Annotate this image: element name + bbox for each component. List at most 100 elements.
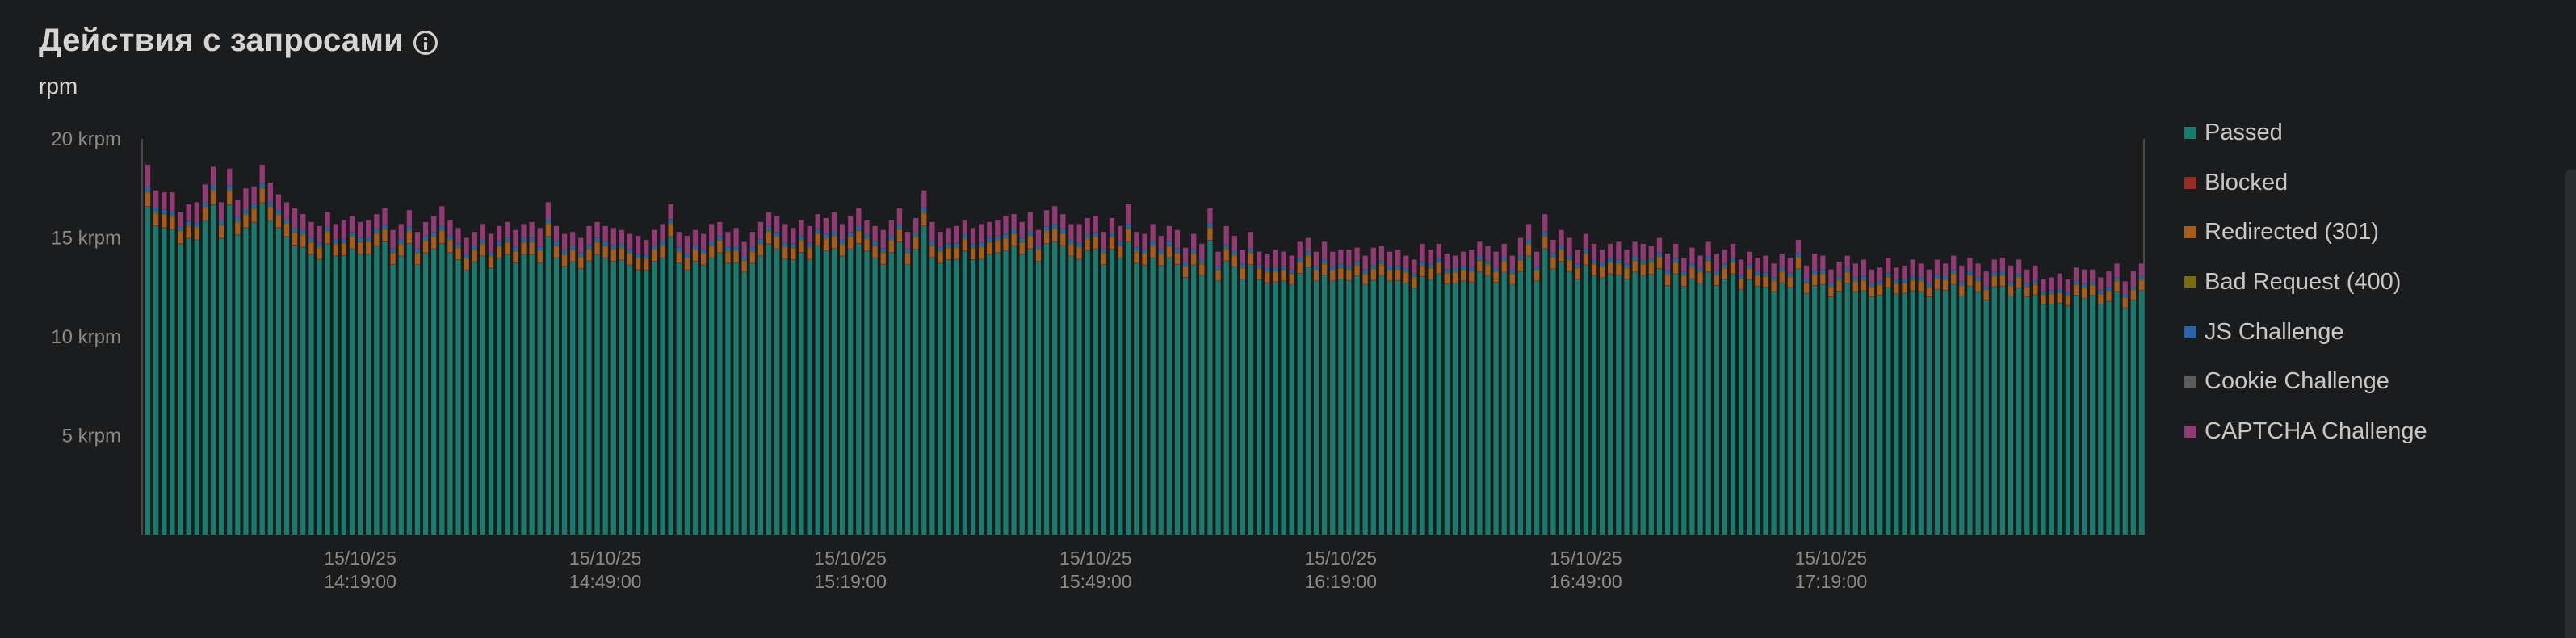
bar-segment[interactable] bbox=[1673, 262, 1679, 263]
bar-segment[interactable] bbox=[431, 249, 437, 535]
bar-segment[interactable] bbox=[970, 259, 976, 260]
bar-segment[interactable] bbox=[439, 243, 445, 535]
bar-segment[interactable] bbox=[757, 244, 764, 256]
bar-stack[interactable] bbox=[1763, 255, 1768, 535]
bar-segment[interactable] bbox=[970, 247, 976, 249]
bar-segment[interactable] bbox=[235, 221, 241, 223]
bar-segment[interactable] bbox=[807, 225, 812, 243]
bar-segment[interactable] bbox=[1567, 259, 1572, 261]
bar-segment[interactable] bbox=[1412, 276, 1417, 279]
bar-segment[interactable] bbox=[1166, 245, 1172, 247]
bar-segment[interactable] bbox=[382, 229, 388, 230]
bar-stack[interactable] bbox=[594, 221, 600, 535]
bar-segment[interactable] bbox=[1534, 251, 1540, 267]
bar-stack[interactable] bbox=[2073, 267, 2079, 535]
bar-segment[interactable] bbox=[823, 218, 829, 234]
bar-segment[interactable] bbox=[913, 249, 919, 535]
bar-segment[interactable] bbox=[1542, 237, 1548, 249]
bar-segment[interactable] bbox=[921, 190, 927, 208]
bar-segment[interactable] bbox=[1452, 283, 1458, 535]
bar-segment[interactable] bbox=[488, 257, 494, 268]
bar-segment[interactable] bbox=[553, 246, 560, 258]
bar-segment[interactable] bbox=[807, 258, 812, 260]
bar-segment[interactable] bbox=[447, 240, 453, 241]
bar-segment[interactable] bbox=[733, 250, 739, 252]
bar-segment[interactable] bbox=[2049, 294, 2054, 304]
bar-stack[interactable] bbox=[308, 221, 314, 535]
bar-segment[interactable] bbox=[1248, 252, 1254, 254]
bar-segment[interactable] bbox=[317, 225, 322, 243]
bar-stack[interactable] bbox=[668, 204, 673, 535]
bar-segment[interactable] bbox=[1534, 269, 1540, 271]
bar-stack[interactable] bbox=[1477, 241, 1483, 535]
bar-stack[interactable] bbox=[300, 214, 306, 535]
bar-segment[interactable] bbox=[1412, 278, 1417, 288]
bar-segment[interactable] bbox=[464, 270, 469, 535]
bar-segment[interactable] bbox=[186, 225, 191, 227]
bar-segment[interactable] bbox=[505, 242, 510, 254]
bar-segment[interactable] bbox=[2024, 283, 2030, 287]
bar-segment[interactable] bbox=[1215, 271, 1221, 281]
bar-segment[interactable] bbox=[979, 224, 984, 243]
bar-segment[interactable] bbox=[1697, 271, 1703, 273]
bar-segment[interactable] bbox=[333, 255, 338, 257]
bar-segment[interactable] bbox=[422, 221, 429, 237]
bar-segment[interactable] bbox=[1469, 267, 1475, 271]
bar-segment[interactable] bbox=[275, 227, 282, 229]
bar-segment[interactable] bbox=[1019, 221, 1025, 238]
bar-segment[interactable] bbox=[1942, 263, 1949, 276]
bar-segment[interactable] bbox=[1852, 281, 1858, 292]
bar-segment[interactable] bbox=[259, 187, 265, 190]
bar-stack[interactable] bbox=[815, 214, 820, 535]
bar-stack[interactable] bbox=[1779, 254, 1785, 535]
bar-segment[interactable] bbox=[1616, 241, 1622, 260]
bar-segment[interactable] bbox=[1942, 290, 1949, 535]
bar-segment[interactable] bbox=[1207, 240, 1213, 535]
bar-stack[interactable] bbox=[218, 202, 224, 535]
bar-segment[interactable] bbox=[2081, 269, 2087, 284]
bar-segment[interactable] bbox=[888, 236, 894, 240]
bar-segment[interactable] bbox=[1886, 276, 1891, 278]
bar-segment[interactable] bbox=[488, 233, 494, 252]
bar-segment[interactable] bbox=[521, 254, 527, 535]
bar-segment[interactable] bbox=[586, 245, 592, 249]
bar-segment[interactable] bbox=[970, 243, 976, 248]
bar-segment[interactable] bbox=[1852, 292, 1858, 535]
bar-segment[interactable] bbox=[349, 232, 355, 237]
bar-segment[interactable] bbox=[1975, 281, 1981, 292]
bar-segment[interactable] bbox=[2008, 286, 2014, 296]
bar-segment[interactable] bbox=[497, 225, 502, 241]
bar-segment[interactable] bbox=[267, 202, 273, 207]
bar-segment[interactable] bbox=[1591, 275, 1597, 535]
bar-segment[interactable] bbox=[1795, 257, 1802, 258]
bar-segment[interactable] bbox=[1199, 243, 1205, 260]
bar-segment[interactable] bbox=[1812, 254, 1818, 271]
bar-segment[interactable] bbox=[1828, 296, 1834, 535]
bar-segment[interactable] bbox=[970, 259, 976, 535]
bar-segment[interactable] bbox=[766, 230, 772, 233]
bar-segment[interactable] bbox=[766, 244, 772, 535]
bar-segment[interactable] bbox=[757, 255, 764, 257]
bar-stack[interactable] bbox=[652, 229, 657, 535]
bar-segment[interactable] bbox=[1656, 237, 1663, 253]
bar-segment[interactable] bbox=[1182, 247, 1189, 262]
bar-segment[interactable] bbox=[1918, 281, 1924, 292]
bar-segment[interactable] bbox=[1501, 260, 1507, 262]
bar-segment[interactable] bbox=[1378, 275, 1385, 276]
bar-segment[interactable] bbox=[2041, 304, 2046, 305]
bar-segment[interactable] bbox=[243, 188, 249, 209]
bar-segment[interactable] bbox=[1330, 280, 1336, 282]
bar-segment[interactable] bbox=[317, 246, 322, 249]
bar-segment[interactable] bbox=[888, 253, 894, 535]
bar-segment[interactable] bbox=[1174, 248, 1181, 253]
bar-segment[interactable] bbox=[259, 164, 265, 183]
bar-segment[interactable] bbox=[1166, 241, 1172, 246]
bar-segment[interactable] bbox=[602, 245, 608, 247]
bar-segment[interactable] bbox=[602, 246, 608, 258]
bar-segment[interactable] bbox=[1525, 245, 1532, 256]
bar-segment[interactable] bbox=[2033, 265, 2038, 281]
bar-segment[interactable] bbox=[553, 258, 560, 535]
bar-segment[interactable] bbox=[799, 253, 804, 535]
bar-segment[interactable] bbox=[1101, 254, 1107, 265]
bar-segment[interactable] bbox=[660, 224, 665, 241]
